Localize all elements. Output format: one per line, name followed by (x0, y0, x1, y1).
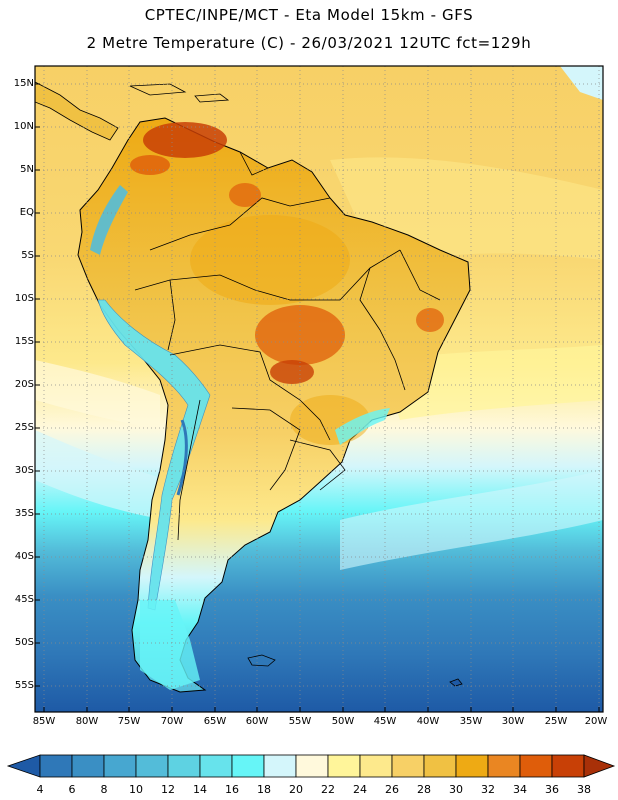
colorbar-swatch (391, 754, 425, 778)
longitude-label: 70W (160, 716, 184, 727)
colorbar-label: 36 (545, 783, 559, 796)
south-america-landmass (77, 117, 471, 693)
colorbar-label: 16 (225, 783, 239, 796)
colorbar-label: 34 (513, 783, 527, 796)
latitude-label: 30S (14, 465, 34, 476)
colorbar-swatch (295, 754, 329, 778)
colorbar-label: 26 (385, 783, 399, 796)
map-frame (34, 65, 604, 713)
longitude-label: 30W (501, 716, 525, 727)
latitude-label: 45S (14, 594, 34, 605)
longitude-label: 75W (117, 716, 141, 727)
colorbar-label: 32 (481, 783, 495, 796)
latitude-label: 35S (14, 508, 34, 519)
colorbar-label: 8 (100, 783, 108, 796)
colorbar-swatch (327, 754, 361, 778)
colorbar-swatch (71, 754, 105, 778)
map-title-line-2: 2 Metre Temperature (C) - 26/03/2021 12U… (86, 34, 532, 52)
colorbar-swatch (423, 754, 457, 778)
latitude-label: 15N (13, 78, 34, 89)
longitude-label: 60W (245, 716, 269, 727)
colorbar-label: 6 (68, 783, 76, 796)
colorbar-swatch (551, 754, 585, 778)
latitude-label: 5S (21, 250, 34, 261)
colorbar-label: 20 (289, 783, 303, 796)
colorbar-swatch (487, 754, 521, 778)
country-borders (134, 151, 441, 541)
longitude-label: 50W (331, 716, 355, 727)
longitude-label: 40W (416, 716, 440, 727)
latitude-label: 5N (20, 164, 34, 175)
colorbar-swatch (231, 754, 265, 778)
longitude-label: 35W (459, 716, 483, 727)
colorbar-label: 28 (417, 783, 431, 796)
colorbar-swatch (199, 754, 233, 778)
colorbar-swatch (135, 754, 169, 778)
latitude-label: EQ (19, 207, 34, 218)
longitude-label: 45W (373, 716, 397, 727)
latitude-label: 50S (14, 637, 34, 648)
colorbar-label: 24 (353, 783, 367, 796)
colorbar-swatch (167, 754, 201, 778)
latitude-label: 10S (14, 293, 34, 304)
longitude-label: 55W (288, 716, 312, 727)
longitude-label: 80W (75, 716, 99, 727)
map-gridlines (35, 66, 603, 712)
longitude-label: 25W (544, 716, 568, 727)
longitude-label: 20W (584, 716, 608, 727)
colorbar-high-arrow (583, 754, 616, 778)
colorbar-swatch (263, 754, 297, 778)
colorbar-label: 38 (577, 783, 591, 796)
colorbar-label: 18 (257, 783, 271, 796)
colorbar-low-arrow (6, 754, 41, 778)
colorbar-swatch (103, 754, 137, 778)
colorbar-swatch (39, 754, 73, 778)
colorbar-label: 12 (161, 783, 175, 796)
longitude-label: 65W (203, 716, 227, 727)
colorbar-label: 14 (193, 783, 207, 796)
colorbar-label: 4 (36, 783, 44, 796)
temperature-colorbar (6, 754, 616, 778)
latitude-label: 20S (14, 379, 34, 390)
latitude-label: 40S (14, 551, 34, 562)
colorbar-swatch (455, 754, 489, 778)
latitude-label: 25S (14, 422, 34, 433)
latitude-label: 55S (14, 680, 34, 691)
colorbar-label: 22 (321, 783, 335, 796)
latitude-label: 15S (14, 336, 34, 347)
latitude-label: 10N (13, 121, 34, 132)
longitude-label: 85W (32, 716, 56, 727)
map-title-line-1: CPTEC/INPE/MCT - Eta Model 15km - GFS (144, 6, 474, 24)
colorbar-label: 30 (449, 783, 463, 796)
colorbar-label: 10 (129, 783, 143, 796)
colorbar-swatch (359, 754, 393, 778)
colorbar-swatch (519, 754, 553, 778)
